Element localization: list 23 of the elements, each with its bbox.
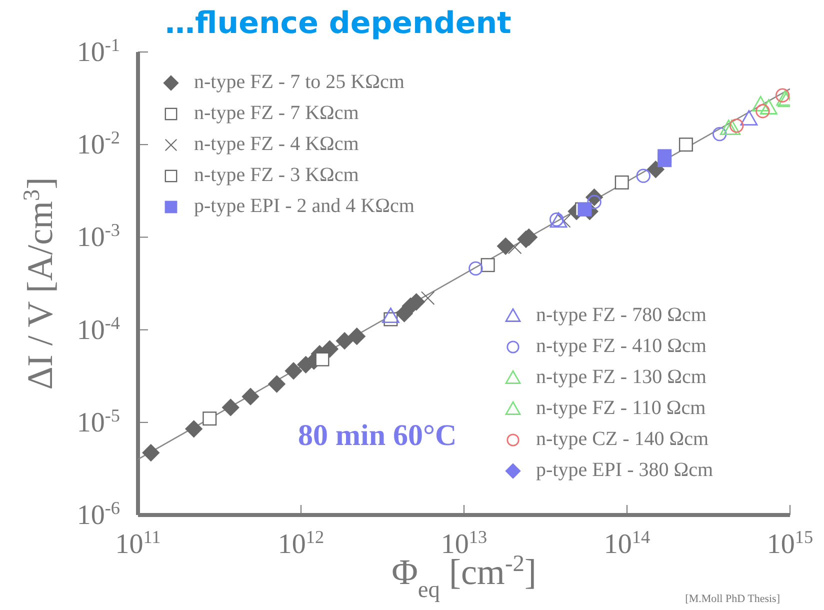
annotation: 80 min 60°C: [298, 419, 457, 452]
y-tick-label: 10$^{-5}$: [76, 405, 120, 438]
legend-label: n-type FZ - 4 KΩcm: [194, 133, 359, 156]
legend-label: n-type FZ - 7 to 25 KΩcm: [194, 71, 404, 94]
x-tick-label: 10$^{12}$: [278, 527, 324, 560]
text: [M.Moll PhD Thesis]: [685, 593, 780, 605]
x-tick-label: 10$^{13}$: [440, 527, 488, 560]
y-tick-label: 10$^{-1}$: [76, 35, 120, 68]
legend-label: p-type EPI - 2 and 4 KΩcm: [194, 195, 414, 218]
x-tick-label: 10$^{14}$: [604, 527, 650, 560]
legend-label: n-type CZ - 140 Ωcm: [536, 428, 709, 451]
legend-label: n-type FZ - 410 Ωcm: [536, 335, 706, 358]
x-tick-label: 10$^{15}$: [766, 527, 814, 560]
legend-label: n-type FZ - 780 Ωcm: [536, 304, 706, 327]
y-tick-label: 10$^{-3}$: [76, 220, 120, 254]
legend-label: n-type FZ - 110 Ωcm: [536, 397, 706, 420]
legend-label: n-type FZ - 130 Ωcm: [536, 366, 706, 389]
y-tick-label: 10$^{-2}$: [76, 128, 120, 161]
legend-label: n-type FZ - 7 KΩcm: [194, 102, 359, 125]
y-tick-label: 10$^{-4}$: [76, 312, 120, 346]
legend-label: n-type FZ - 3 KΩcm: [194, 164, 359, 187]
legend-label: p-type EPI - 380 Ωcm: [536, 459, 714, 482]
chart-title: …fluence dependent: [165, 6, 512, 41]
